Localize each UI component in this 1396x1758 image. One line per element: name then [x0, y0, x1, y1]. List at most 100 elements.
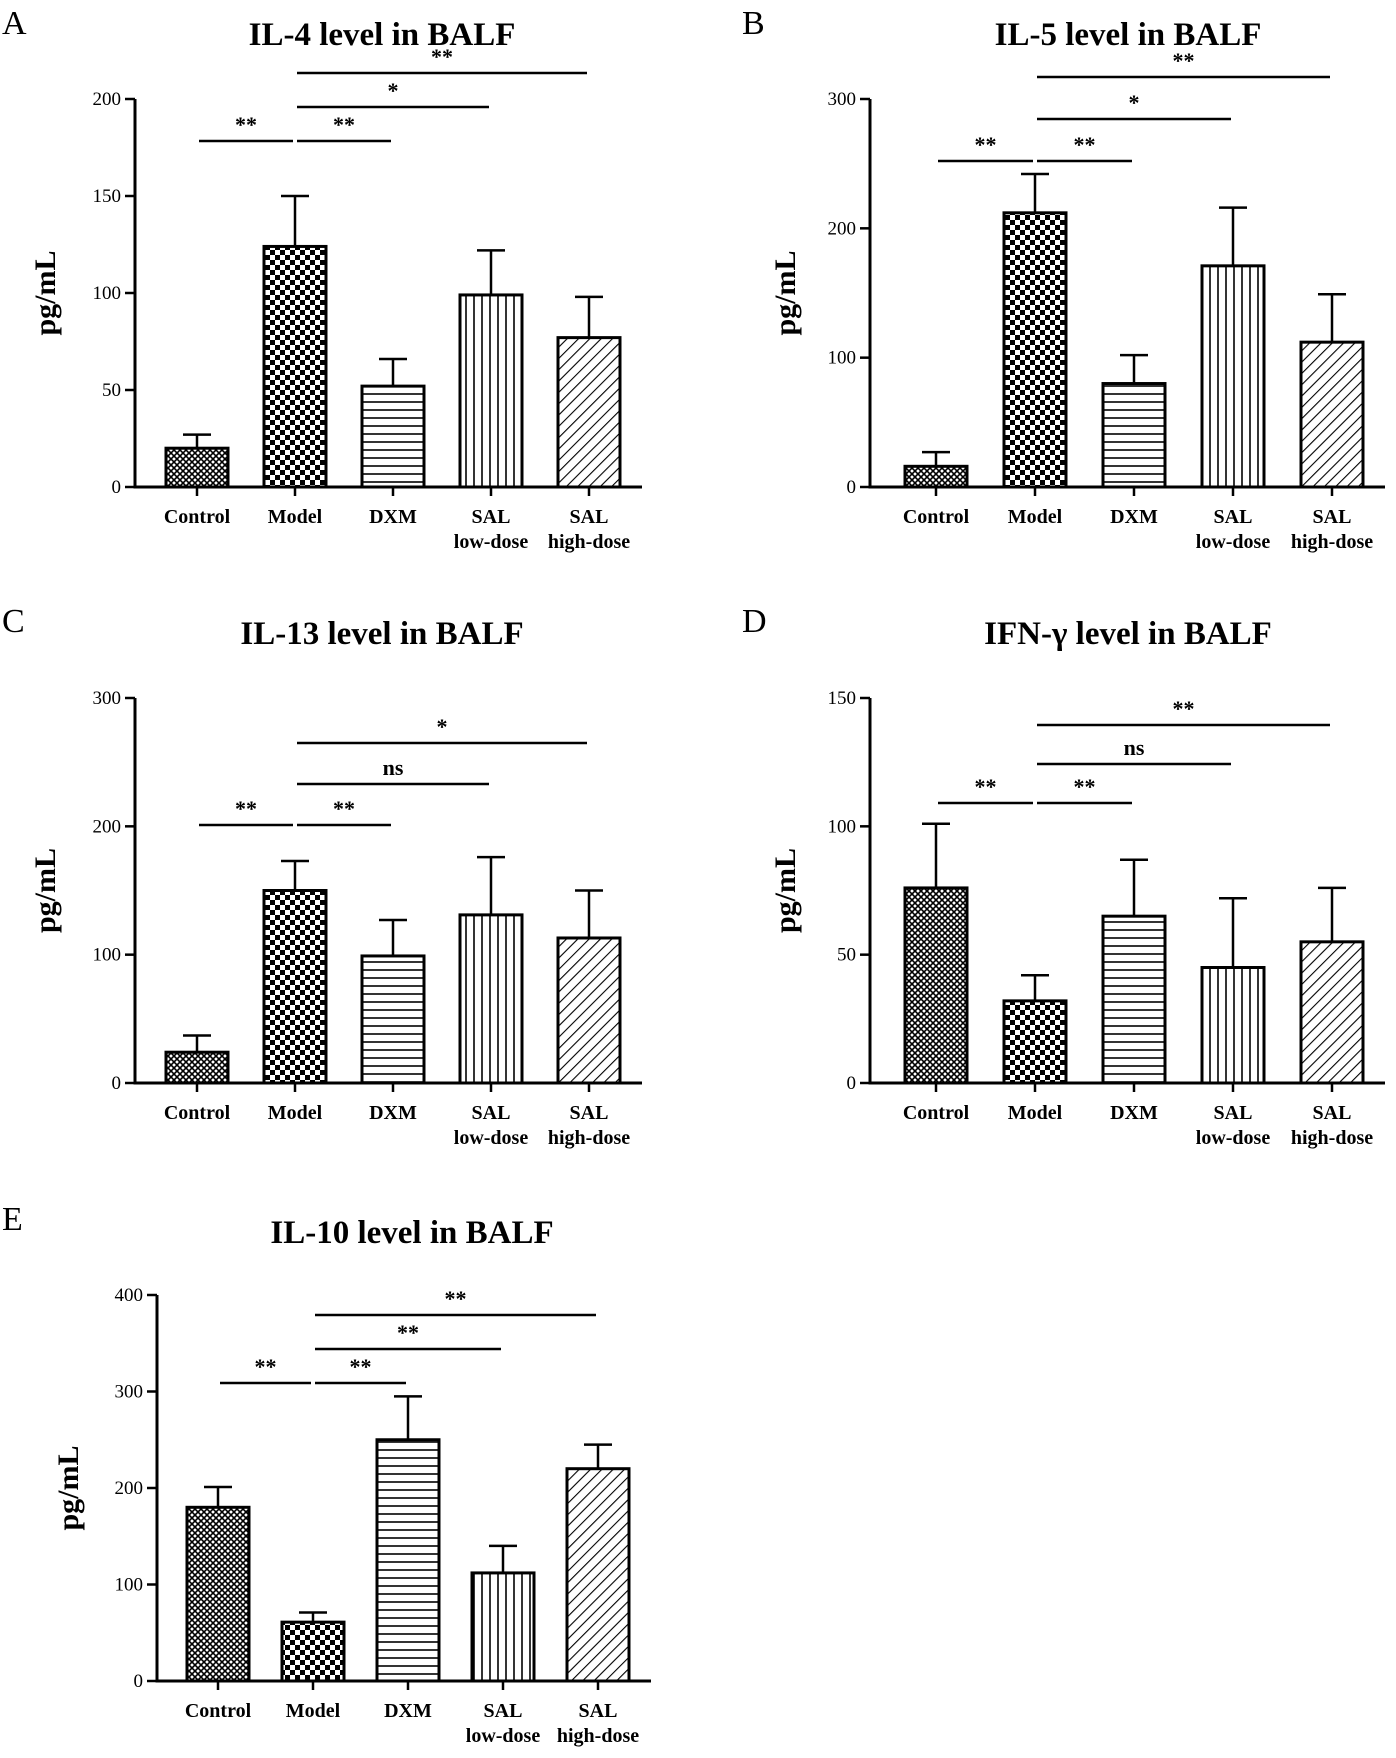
significance-label: * — [388, 78, 399, 103]
panel-letter: B — [742, 5, 765, 42]
x-category-label: SAL — [472, 1102, 511, 1124]
panel-letter: D — [742, 603, 767, 640]
y-tick-label: 300 — [115, 1382, 144, 1403]
x-category-label: Control — [164, 506, 231, 528]
chart-title: IL-4 level in BALF — [249, 17, 516, 53]
significance-label: ns — [1124, 735, 1145, 760]
bar — [1101, 914, 1167, 1085]
y-tick-label: 200 — [828, 218, 857, 239]
chart-title: IFN-γ level in BALF — [984, 616, 1272, 652]
y-tick-label: 0 — [112, 477, 122, 498]
x-category-label: SAL — [570, 1102, 609, 1124]
significance-label: ** — [235, 796, 257, 821]
bar — [556, 336, 622, 489]
bar — [1002, 211, 1068, 489]
bar — [262, 889, 328, 1085]
x-category-label: Model — [1008, 1102, 1063, 1124]
bar — [458, 293, 524, 489]
bar — [903, 886, 969, 1085]
significance-label: ** — [1074, 132, 1096, 157]
bar — [458, 913, 524, 1085]
chart-panel-a: A IL-4 level in BALF pg/mL 0 50 100 150 200 Cont… — [2, 5, 642, 553]
x-category-label: DXM — [369, 506, 417, 528]
chart-panel-e: E IL-10 level in BALF pg/mL 0 100 200 300 400 Co… — [2, 1201, 651, 1747]
significance-label: * — [437, 714, 448, 739]
x-category-label: SAL — [570, 506, 609, 528]
bar — [262, 244, 328, 489]
y-tick-label: 200 — [93, 89, 122, 110]
bar — [360, 384, 426, 489]
y-axis-label: pg/mL — [29, 250, 62, 335]
y-tick-label: 100 — [115, 1575, 144, 1596]
x-category-label: Model — [268, 1102, 323, 1124]
y-tick-label: 0 — [134, 1671, 144, 1692]
chart-title: IL-10 level in BALF — [270, 1215, 553, 1251]
x-category-label: DXM — [1110, 506, 1158, 528]
bar — [903, 464, 969, 489]
significance-label: ** — [333, 112, 355, 137]
x-category-label: SAL — [1313, 506, 1352, 528]
x-category-label: SAL — [484, 1700, 523, 1722]
bar — [360, 954, 426, 1085]
chart-title: IL-13 level in BALF — [240, 616, 523, 652]
x-category-label: DXM — [384, 1700, 432, 1722]
bar — [164, 446, 230, 489]
y-tick-label: 200 — [93, 816, 122, 837]
significance-label: ** — [445, 1286, 467, 1311]
x-category-label: Model — [268, 506, 323, 528]
x-category-label: high-dose — [1291, 1127, 1373, 1149]
x-category-label: low-dose — [454, 1127, 529, 1149]
significance-label: ** — [397, 1320, 419, 1345]
x-category-label: Model — [1008, 506, 1063, 528]
y-tick-label: 300 — [93, 688, 122, 709]
x-category-label: high-dose — [548, 531, 630, 553]
significance-label: ** — [333, 796, 355, 821]
significance-label: ns — [383, 755, 404, 780]
y-tick-label: 50 — [102, 380, 121, 401]
x-category-label: SAL — [1214, 506, 1253, 528]
significance-label: ** — [431, 44, 453, 69]
bar — [185, 1505, 251, 1683]
y-tick-label: 0 — [847, 477, 857, 498]
bar — [375, 1438, 441, 1683]
y-tick-label: 0 — [112, 1073, 122, 1094]
significance-label: ** — [975, 774, 997, 799]
bar — [1101, 382, 1167, 489]
y-tick-label: 400 — [115, 1285, 144, 1306]
y-axis-label: pg/mL — [52, 1445, 85, 1530]
x-category-label: low-dose — [1196, 531, 1271, 553]
y-tick-label: 200 — [115, 1478, 144, 1499]
x-category-label: SAL — [1313, 1102, 1352, 1124]
significance-label: ** — [255, 1354, 277, 1379]
panel-letter: E — [2, 1201, 23, 1238]
bar — [470, 1571, 536, 1683]
x-category-label: low-dose — [454, 531, 529, 553]
x-category-label: DXM — [1110, 1102, 1158, 1124]
y-tick-label: 150 — [828, 688, 857, 709]
x-category-label: low-dose — [466, 1725, 541, 1747]
y-tick-label: 300 — [828, 89, 857, 110]
bar — [556, 936, 622, 1085]
x-category-label: SAL — [1214, 1102, 1253, 1124]
significance-label: * — [1129, 90, 1140, 115]
x-category-label: high-dose — [557, 1725, 639, 1747]
y-tick-label: 100 — [93, 283, 122, 304]
y-axis-label: pg/mL — [769, 250, 802, 335]
bar — [1299, 940, 1365, 1085]
x-category-label: SAL — [579, 1700, 618, 1722]
x-category-label: low-dose — [1196, 1127, 1271, 1149]
y-tick-label: 100 — [828, 816, 857, 837]
significance-label: ** — [350, 1354, 372, 1379]
bar — [1200, 264, 1266, 489]
x-category-label: SAL — [472, 506, 511, 528]
y-axis-label: pg/mL — [29, 848, 62, 933]
significance-label: ** — [1074, 774, 1096, 799]
panel-letter: C — [2, 603, 25, 640]
x-category-label: high-dose — [548, 1127, 630, 1149]
y-axis-label: pg/mL — [769, 848, 802, 933]
x-category-label: Control — [185, 1700, 252, 1722]
bar — [280, 1620, 346, 1683]
bar — [1002, 999, 1068, 1085]
significance-label: ** — [235, 112, 257, 137]
